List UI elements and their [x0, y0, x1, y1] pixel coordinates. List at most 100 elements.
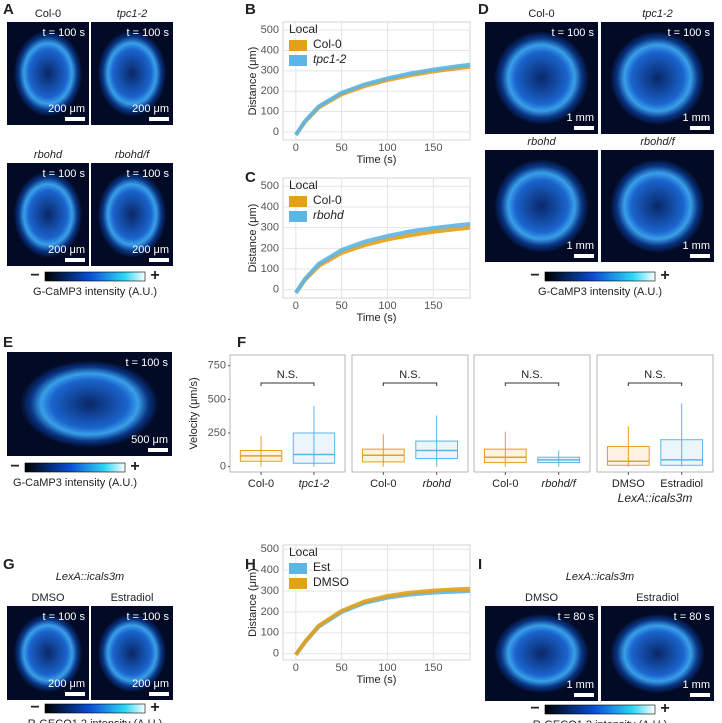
x-tick-label: rbohd/f — [542, 478, 577, 490]
scale-label: 1 mm — [567, 112, 595, 124]
scale-bar — [149, 258, 169, 262]
colorbar-label: G-CaMP3 intensity (A.U.) — [538, 286, 662, 298]
scale-bar — [149, 692, 169, 696]
plot-area — [351, 354, 469, 473]
scale-label: 1 mm — [683, 240, 711, 252]
scale-label: 1 mm — [567, 679, 595, 691]
x-tick-label: 150 — [424, 662, 442, 674]
panel-label: D — [478, 1, 489, 18]
plot-area — [229, 354, 346, 473]
y-tick-label: 200 — [261, 242, 279, 254]
legend-swatch — [289, 578, 307, 589]
legend-title: Local — [289, 545, 318, 559]
box — [660, 439, 704, 466]
legend-title: Local — [289, 178, 318, 192]
y-tick-label: 100 — [261, 263, 279, 275]
panel-title: LexA::icals3m — [566, 571, 634, 583]
x-tick-label: Estradiol — [660, 478, 703, 490]
y-tick-label: 200 — [261, 606, 279, 618]
image-title: rbohd — [527, 136, 556, 148]
scale-bar — [574, 254, 594, 258]
y-tick-label: 100 — [261, 627, 279, 639]
panel-label: E — [3, 334, 13, 351]
image-title: rbohd/f — [640, 136, 675, 148]
time-label: t = 100 s — [126, 611, 169, 623]
x-tick-label: 150 — [424, 142, 442, 154]
bracket — [260, 382, 315, 386]
image-title: rbohd — [34, 149, 63, 161]
scale-label: 1 mm — [567, 240, 595, 252]
plot-area — [473, 354, 591, 473]
fluorescence — [13, 30, 83, 117]
scale-label: 200 μm — [132, 103, 169, 115]
time-label: t = 100 s — [42, 168, 85, 180]
scale-bar — [690, 254, 710, 258]
series-line — [294, 586, 471, 656]
scale-bar — [65, 117, 85, 121]
time-label: t = 80 s — [674, 611, 711, 623]
colorbar-low: − — [530, 267, 539, 284]
x-tick-label: 50 — [336, 662, 348, 674]
legend-label: tpc1-2 — [313, 52, 347, 66]
colorbar-label: R-GECO1.2 intensity (A.U.) — [28, 718, 162, 723]
y-axis-label: Distance (μm) — [247, 204, 259, 273]
fluorescence — [97, 613, 167, 693]
scale-bar — [65, 692, 85, 696]
colorbar-high: + — [130, 458, 139, 475]
y-tick-label: 0 — [273, 126, 279, 138]
scale-label: 1 mm — [683, 679, 711, 691]
colorbar-low: − — [530, 700, 539, 717]
colorbar — [44, 703, 146, 714]
x-tick-label: 50 — [336, 300, 348, 312]
x-tick-label: 0 — [293, 142, 299, 154]
image-title: Col-0 — [528, 8, 554, 20]
image-title: rbohd/f — [115, 149, 150, 161]
time-label: t = 80 s — [558, 611, 595, 623]
panel-label: C — [245, 169, 256, 186]
y-tick-label: 500 — [261, 24, 279, 36]
legend-label: Col-0 — [313, 37, 342, 51]
fluorescence — [610, 158, 705, 254]
x-tick-label: Col-0 — [248, 478, 274, 490]
x-tick-label: 0 — [293, 662, 299, 674]
annotation: N.S. — [644, 369, 665, 381]
series-line — [294, 221, 471, 294]
bracket — [382, 382, 438, 386]
time-label: t = 100 s — [551, 27, 594, 39]
y-tick-label: 500 — [261, 543, 279, 555]
y-tick-label: 250 — [208, 427, 226, 439]
scale-label: 200 μm — [48, 103, 85, 115]
colorbar — [544, 704, 656, 715]
y-tick-label: 200 — [261, 85, 279, 97]
time-label: t = 100 s — [42, 27, 85, 39]
panel-label: F — [237, 334, 246, 351]
x-tick-label: tpc1-2 — [299, 478, 330, 490]
fluorescence — [610, 613, 705, 694]
box — [606, 445, 650, 466]
scale-label: 200 μm — [48, 678, 85, 690]
y-axis-label: Velocity (μm/s) — [188, 377, 200, 449]
y-tick-label: 300 — [261, 222, 279, 234]
x-axis-label: Time (s) — [357, 674, 397, 686]
box — [292, 432, 336, 464]
image-title: tpc1-2 — [642, 8, 673, 20]
x-tick-label: rbohd — [423, 478, 452, 490]
x-tick-label: 100 — [378, 300, 396, 312]
scale-bar — [65, 258, 85, 262]
colorbar — [24, 462, 126, 473]
colorbar-label: G-CaMP3 intensity (A.U.) — [33, 286, 157, 298]
panel-label: H — [245, 556, 256, 573]
legend-swatch — [289, 211, 307, 222]
x-axis-label: LexA::icals3m — [618, 491, 693, 505]
scale-bar — [148, 448, 168, 452]
fluorescence — [610, 30, 705, 126]
legend-label: Est — [313, 560, 331, 574]
annotation: N.S. — [277, 369, 298, 381]
x-tick-label: 0 — [293, 300, 299, 312]
x-axis-label: Time (s) — [357, 312, 397, 324]
colorbar — [44, 271, 146, 282]
y-tick-label: 400 — [261, 201, 279, 213]
x-tick-label: Col-0 — [370, 478, 396, 490]
colorbar — [544, 271, 656, 282]
